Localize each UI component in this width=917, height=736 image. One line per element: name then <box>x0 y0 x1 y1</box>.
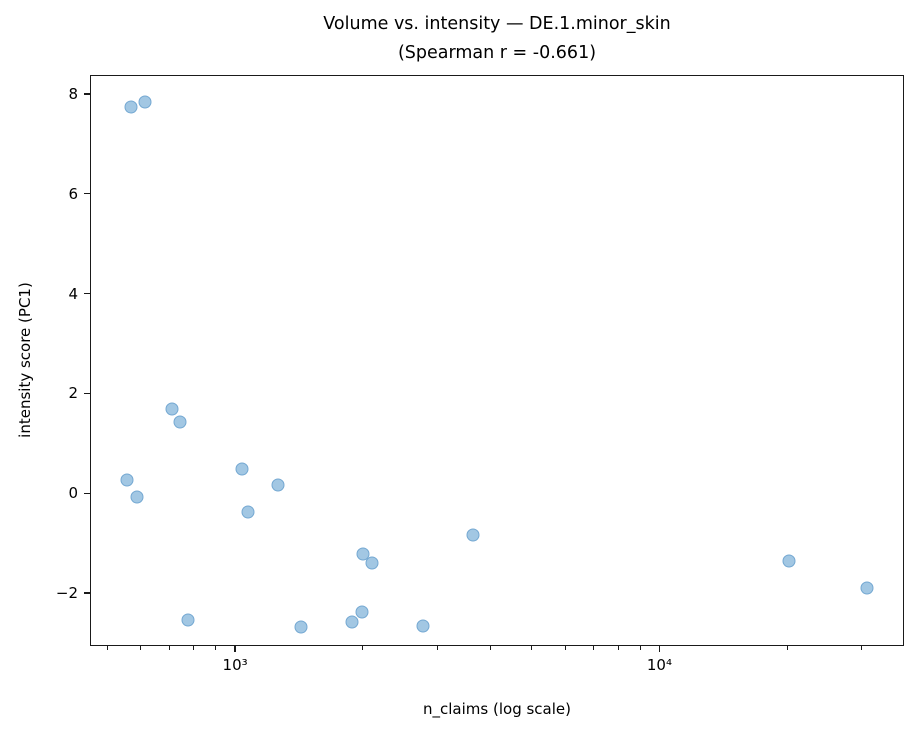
x-axis-minor-tick <box>639 646 641 650</box>
data-point <box>355 605 368 619</box>
x-axis-tick-label: 10⁴ <box>646 656 672 674</box>
y-axis-tick-label: 8 <box>68 84 78 103</box>
y-axis-tick-label: 6 <box>68 184 78 203</box>
data-point <box>356 547 370 561</box>
data-point <box>120 473 134 487</box>
data-point <box>365 556 379 570</box>
y-axis-major-tick <box>84 292 90 295</box>
x-axis-minor-tick <box>362 646 364 650</box>
y-axis-label: intensity score (PC1) <box>16 282 34 438</box>
x-axis-minor-tick <box>437 646 439 650</box>
data-point <box>124 100 138 114</box>
x-axis-minor-tick <box>617 646 619 650</box>
y-axis-tick-label: 4 <box>68 284 78 303</box>
x-axis-major-tick <box>658 646 661 652</box>
x-axis-minor-tick <box>193 646 195 650</box>
y-axis-tick-label: 0 <box>68 484 78 503</box>
data-point <box>345 615 359 628</box>
chart-title: Volume vs. intensity — DE.1.minor_skin (… <box>90 10 904 68</box>
data-point <box>466 528 480 542</box>
x-axis-minor-tick <box>564 646 566 650</box>
data-point <box>235 462 249 476</box>
x-axis-tick-label: 10³ <box>222 656 248 674</box>
x-axis-minor-tick <box>531 646 533 650</box>
x-axis-major-tick <box>234 646 236 652</box>
data-point <box>130 490 144 504</box>
x-axis-minor-tick <box>861 646 863 650</box>
data-point <box>165 402 179 416</box>
y-axis-tick-label: −2 <box>55 584 78 603</box>
chart-title-line1: Volume vs. intensity — DE.1.minor_skin <box>323 14 671 34</box>
data-point <box>294 620 308 633</box>
y-axis-major-tick <box>84 93 90 95</box>
x-axis-minor-tick <box>106 646 108 650</box>
chart-title-line2: (Spearman r = -0.661) <box>397 43 597 63</box>
data-point <box>173 415 187 429</box>
data-point <box>782 554 796 568</box>
x-axis-minor-tick <box>140 646 142 650</box>
data-point <box>271 478 285 492</box>
x-axis-minor-tick <box>490 646 492 650</box>
y-axis-tick-label: 2 <box>68 384 78 403</box>
data-point <box>241 505 255 519</box>
data-point <box>860 581 874 595</box>
x-axis-minor-tick <box>168 646 170 650</box>
data-point <box>138 95 152 108</box>
y-axis-major-tick <box>84 392 90 395</box>
data-point <box>416 619 430 632</box>
y-axis-major-tick <box>84 193 90 195</box>
y-axis-major-tick <box>84 592 90 594</box>
x-axis-label: n_claims (log scale) <box>423 700 571 718</box>
plot-area <box>90 75 904 646</box>
data-point <box>181 613 195 626</box>
y-axis-major-tick <box>84 492 90 494</box>
x-axis-minor-tick <box>215 646 217 650</box>
x-axis-minor-tick <box>786 646 788 650</box>
x-axis-minor-tick <box>593 646 595 650</box>
